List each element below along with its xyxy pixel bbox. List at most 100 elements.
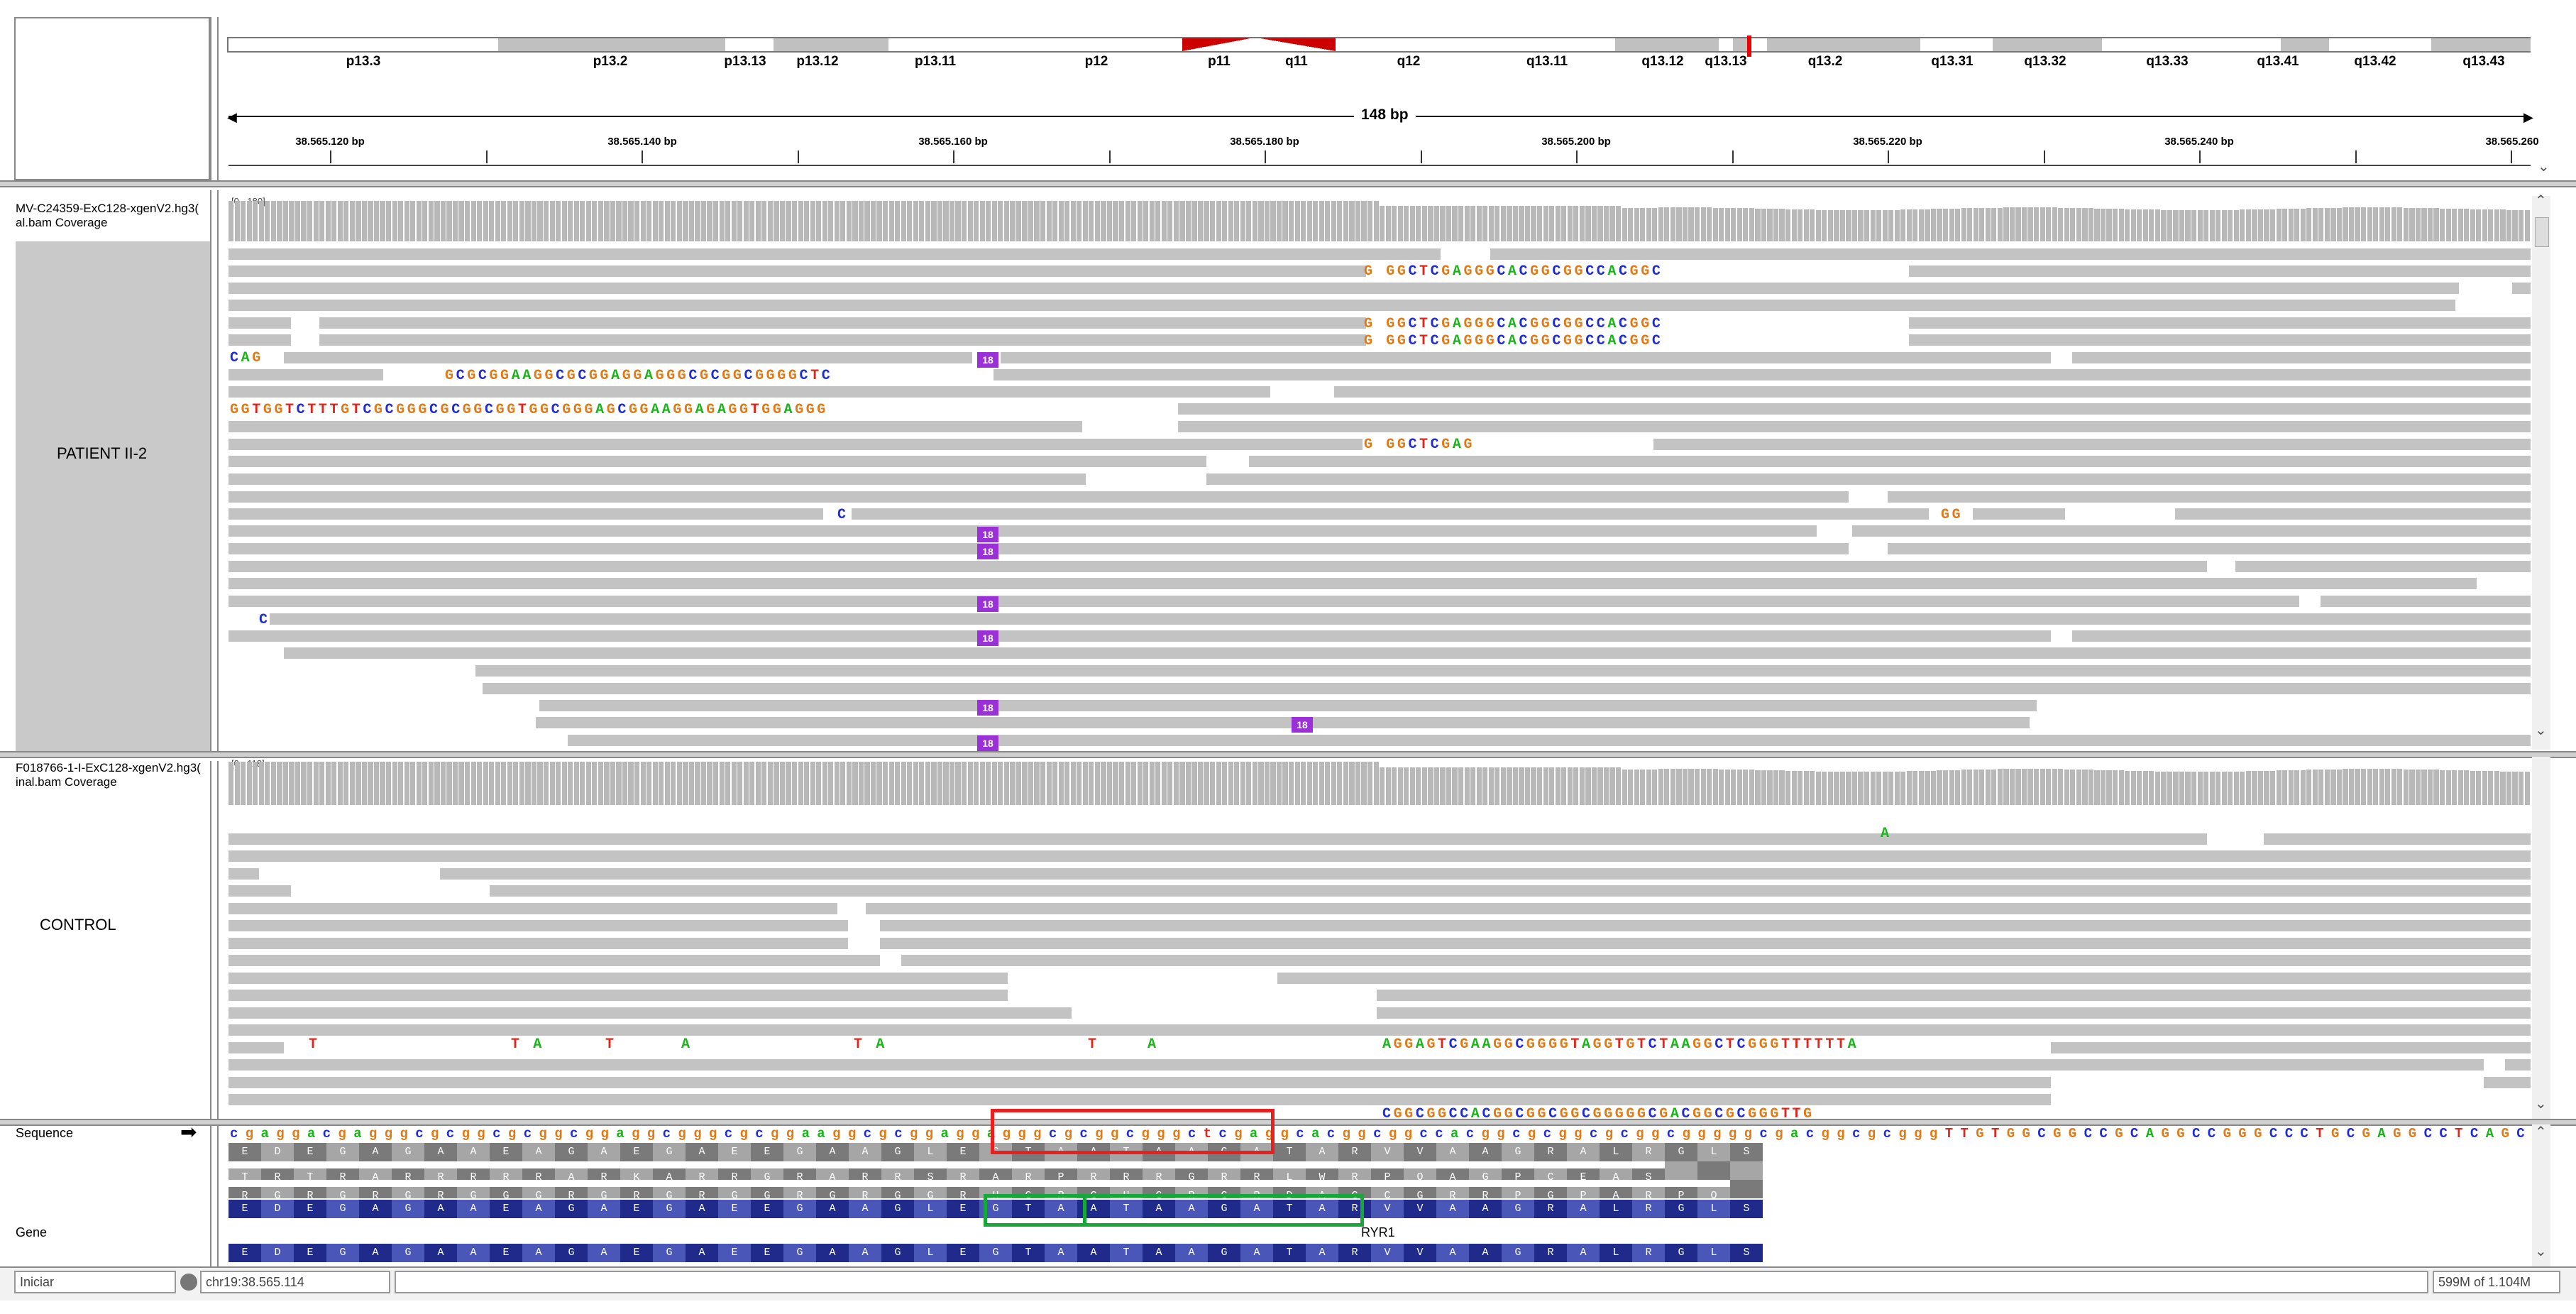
patient-scroll-down-icon[interactable]: ⌄ [2535,723,2547,738]
aligned-read[interactable] [1377,1007,2531,1019]
aligned-read[interactable] [2072,630,2531,642]
insertion-marker[interactable]: 18 [1292,717,1313,733]
aligned-read[interactable] [229,868,259,880]
aligned-read[interactable] [229,334,291,346]
aligned-read[interactable] [568,735,2531,746]
aligned-read[interactable] [1001,352,2051,363]
header-scroll-down-icon[interactable]: ⌄ [2538,159,2550,175]
aligned-read[interactable] [319,317,1366,329]
aligned-read[interactable] [229,248,1441,260]
aligned-read[interactable] [229,1042,284,1053]
aligned-read[interactable] [229,1024,2531,1036]
aligned-read[interactable] [536,717,2030,728]
aligned-read[interactable] [475,665,2531,677]
aligned-read[interactable] [1909,265,2531,277]
aligned-read[interactable] [229,300,2455,311]
aligned-read[interactable] [1178,421,2531,432]
aligned-read[interactable] [229,885,291,897]
aligned-read[interactable] [229,317,291,329]
insertion-marker[interactable]: 18 [977,596,998,612]
gene-scroll-down-icon[interactable]: ⌄ [2535,1244,2547,1259]
aligned-read[interactable] [319,334,1366,346]
aligned-read[interactable] [229,525,1817,537]
aligned-read[interactable] [440,868,2531,880]
aligned-read[interactable] [1178,403,2531,415]
aligned-read[interactable] [901,955,2531,966]
aligned-read[interactable] [229,578,2477,589]
aligned-read[interactable] [2175,508,2531,520]
patient-coverage-histogram[interactable] [229,196,2531,241]
aligned-read[interactable] [229,955,880,966]
aligned-read[interactable] [284,352,972,363]
aligned-read[interactable] [1277,973,2531,984]
cytoband-ideogram[interactable] [227,35,2531,57]
aligned-read[interactable] [852,508,1929,520]
aligned-read[interactable] [1206,473,2531,485]
patient-scrollbar[interactable]: ⌃ ⌄ [2532,193,2550,750]
aligned-read[interactable] [229,920,848,931]
aligned-read[interactable] [229,369,383,380]
aligned-read[interactable] [2321,596,2531,607]
aligned-read[interactable] [229,386,1270,398]
aligned-read[interactable] [229,1094,2051,1105]
insertion-marker[interactable]: 18 [977,544,998,559]
aligned-read[interactable] [1653,439,2531,450]
aligned-read[interactable] [2512,283,2531,294]
aligned-read[interactable] [2072,352,2531,363]
aligned-read[interactable] [1888,491,2531,503]
aligned-read[interactable] [229,1007,1072,1019]
aligned-read[interactable] [483,683,2531,694]
aligned-read[interactable] [2264,833,2531,845]
aligned-read[interactable] [229,543,1849,554]
aligned-read[interactable] [229,491,1849,503]
aligned-read[interactable] [229,938,848,949]
aligned-read[interactable] [229,456,1206,467]
gene-scroll-up-icon[interactable]: ⌃ [2535,1124,2547,1140]
aligned-read[interactable] [229,850,2531,862]
patient-scroll-up-icon[interactable]: ⌃ [2535,193,2547,209]
aligned-read[interactable] [229,439,1363,450]
gene-scrollbar[interactable]: ⌃ ⌄ [2532,1124,2550,1266]
aligned-read[interactable] [993,369,2531,380]
aligned-read[interactable] [229,903,837,914]
aligned-read[interactable] [1490,248,2531,260]
aligned-read[interactable] [2484,1077,2531,1088]
aligned-read[interactable] [1377,990,2531,1001]
aligned-read[interactable] [880,920,2531,931]
aligned-read[interactable] [284,647,2531,659]
aligned-read[interactable] [229,283,2459,294]
control-scroll-down-icon[interactable]: ⌄ [2535,1096,2547,1112]
aligned-read[interactable] [866,903,2531,914]
aligned-read[interactable] [229,265,1366,277]
aligned-read[interactable] [270,613,2531,625]
insertion-marker[interactable]: 18 [977,735,998,751]
status-memory[interactable]: 599M of 1.104M [2433,1271,2560,1293]
insertion-marker[interactable]: 18 [977,352,998,368]
aligned-read[interactable] [229,508,823,520]
aligned-read[interactable] [229,473,1086,485]
aligned-read[interactable] [1909,317,2531,329]
aligned-read[interactable] [1334,386,2531,398]
aligned-read[interactable] [229,1077,2051,1088]
aligned-read[interactable] [2505,1059,2531,1071]
aligned-read[interactable] [229,561,2207,572]
aligned-read[interactable] [229,421,1082,432]
insertion-marker[interactable]: 18 [977,630,998,646]
aligned-read[interactable] [2235,561,2531,572]
aligned-read[interactable] [1249,456,2531,467]
cytoband-current-locus-marker[interactable] [1747,35,1751,57]
control-coverage-histogram[interactable] [229,757,2531,805]
patient-track-name[interactable]: MV-C24359-ExC128-xgenV2.hg3( al.bam Cove… [16,202,199,230]
aligned-read[interactable] [1852,525,2531,537]
insertion-marker[interactable]: 18 [977,527,998,542]
insertion-marker[interactable]: 18 [977,700,998,716]
aligned-read[interactable] [229,973,1008,984]
control-track-name[interactable]: F018766-1-I-ExC128-xgenV2.hg3( inal.bam … [16,761,201,789]
aligned-read[interactable] [229,596,2299,607]
aligned-read[interactable] [1909,334,2531,346]
aligned-read[interactable] [2051,1042,2531,1053]
patient-scroll-thumb[interactable] [2535,217,2549,247]
strand-arrow-icon[interactable]: ➡ [180,1121,197,1143]
